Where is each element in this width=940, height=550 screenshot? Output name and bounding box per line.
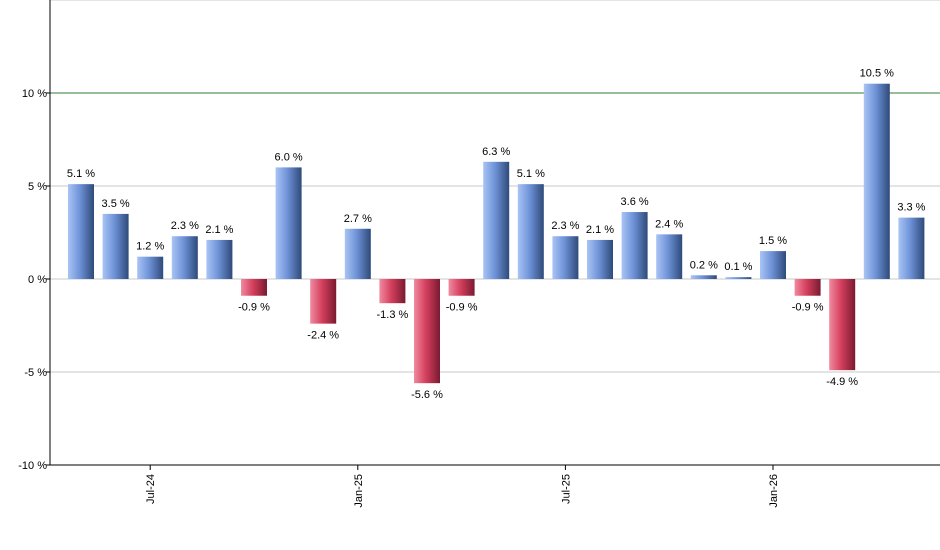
bar <box>621 212 648 279</box>
data-label: -0.9 % <box>238 302 270 314</box>
data-label: 1.2 % <box>136 241 164 253</box>
bar <box>206 239 233 279</box>
bar <box>552 236 579 279</box>
bar <box>448 279 475 296</box>
bar <box>241 279 267 296</box>
data-label: -0.9 % <box>446 302 478 314</box>
data-label: 10.5 % <box>860 68 894 80</box>
bar <box>137 256 164 279</box>
bar <box>829 279 856 371</box>
data-label: -2.4 % <box>307 330 339 342</box>
data-label: 3.6 % <box>621 196 649 208</box>
bar <box>171 236 198 279</box>
bar <box>587 239 613 279</box>
data-label: -5.6 % <box>411 389 443 401</box>
data-label: -1.3 % <box>377 309 409 321</box>
x-tick-label: Jan-25 <box>353 474 365 508</box>
data-label: -0.9 % <box>792 302 824 314</box>
data-label: 3.3 % <box>897 202 925 214</box>
bar <box>483 161 510 279</box>
bar <box>760 251 786 279</box>
data-label: 2.1 % <box>586 224 614 236</box>
y-tick-label: 5 % <box>28 181 47 193</box>
bar <box>379 279 406 304</box>
data-label: -4.9 % <box>826 376 858 388</box>
bar <box>310 279 337 324</box>
data-label: 2.7 % <box>344 213 372 225</box>
bar <box>898 217 925 279</box>
data-label: 6.3 % <box>482 146 510 158</box>
data-label: 3.5 % <box>102 198 130 210</box>
data-label: 1.5 % <box>759 235 787 247</box>
bar <box>414 279 440 384</box>
y-tick-label: 10 % <box>22 88 47 100</box>
bar <box>725 277 752 279</box>
data-label: 0.2 % <box>690 259 718 271</box>
data-label: 6.0 % <box>275 151 303 163</box>
bar <box>102 213 129 279</box>
data-label: 5.1 % <box>67 168 95 180</box>
data-label: 2.3 % <box>551 220 579 232</box>
bars <box>68 83 925 384</box>
x-tick-label: Jul-24 <box>145 474 157 504</box>
y-tick-label: -10 % <box>18 460 47 472</box>
x-tick-label: Jan-26 <box>768 474 780 508</box>
bar <box>690 275 717 279</box>
data-label: 5.1 % <box>517 168 545 180</box>
y-tick-label: -5 % <box>24 367 47 379</box>
bar <box>656 234 683 279</box>
data-labels: 5.1 % 3.5 % 1.2 % 2.3 % 2.1 % -0.9 % 6.0 % -2.4… <box>67 68 926 401</box>
data-label: 2.1 % <box>205 224 233 236</box>
x-tick-label: Jul-25 <box>560 474 572 504</box>
data-label: 2.3 % <box>171 220 199 232</box>
bar <box>68 184 94 279</box>
axes: -10 % -5 % 0 % 5 % 10 % Jul-24 Jan-25 Jul-25 Jan… <box>18 0 940 508</box>
bar <box>344 228 371 279</box>
y-tick-label: 0 % <box>28 274 47 286</box>
bar <box>794 279 821 296</box>
bar <box>275 167 302 279</box>
bar <box>863 83 890 279</box>
bar <box>517 184 544 279</box>
data-label: 2.4 % <box>655 218 683 230</box>
data-label: 0.1 % <box>724 261 752 273</box>
